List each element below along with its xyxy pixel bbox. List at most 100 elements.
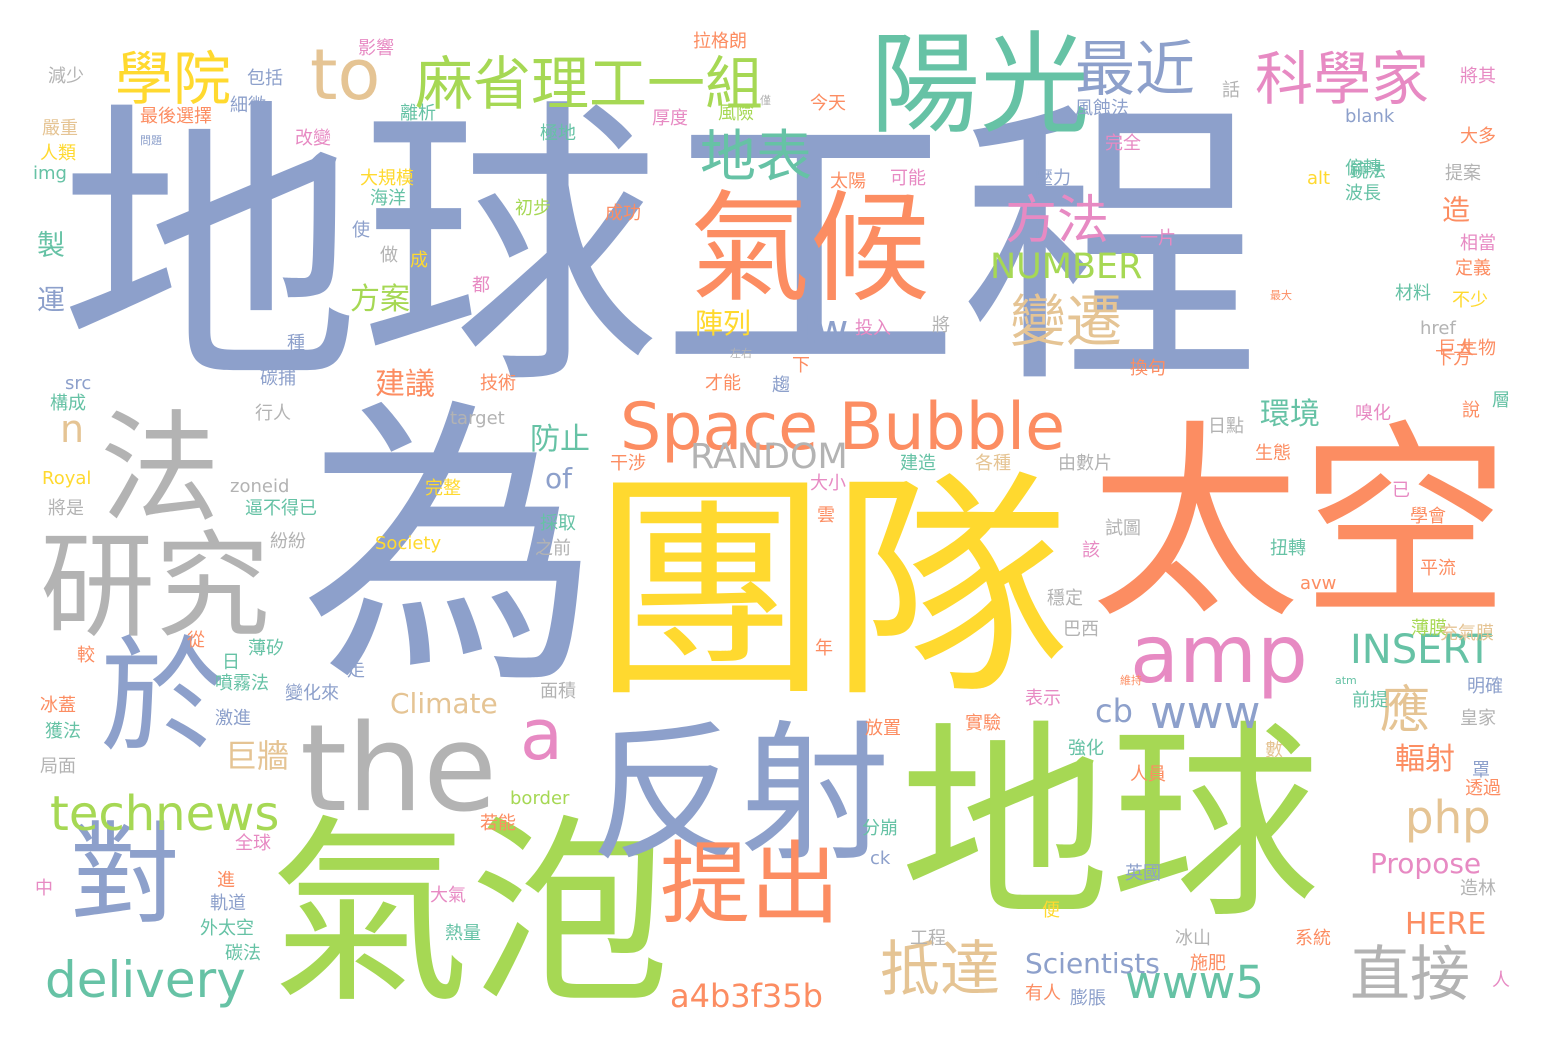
- word-61: 嚴重: [42, 118, 78, 139]
- word-134: 採取: [540, 513, 576, 534]
- word-3: 太空: [1090, 402, 1511, 647]
- word-57: 包括: [247, 68, 283, 89]
- word-154: 走: [344, 660, 365, 678]
- word-177: 全球: [235, 833, 271, 854]
- word-28: 抵達: [880, 935, 1000, 1005]
- word-152: 年: [815, 638, 833, 659]
- word-167: 獲法: [45, 721, 81, 742]
- word-10: 法: [100, 400, 220, 539]
- word-183: 軌道: [210, 893, 246, 914]
- word-102: 種: [284, 333, 305, 351]
- word-197: 僅: [760, 94, 771, 107]
- word-67: 最後選擇: [140, 106, 212, 127]
- word-119: 說: [1459, 400, 1480, 418]
- word-60: 將其: [1460, 66, 1496, 87]
- word-158: 明確: [1467, 676, 1503, 697]
- word-141: 紛紛: [270, 531, 306, 552]
- word-98: 不少: [1452, 290, 1488, 311]
- word-27: delivery: [45, 951, 246, 1009]
- word-118: 嗅化: [1355, 403, 1391, 424]
- word-15: Space Bubble: [620, 390, 1066, 465]
- word-139: 該: [1079, 540, 1100, 558]
- word-122: 建造: [900, 453, 936, 474]
- word-59: 拉格朗: [693, 31, 747, 52]
- word-195: 人: [1489, 970, 1510, 988]
- word-164: 放置: [865, 718, 901, 739]
- word-127: zoneid: [230, 476, 290, 497]
- word-32: www: [1150, 686, 1261, 739]
- word-2: 團隊: [590, 450, 1071, 730]
- word-109: 碳捕: [260, 368, 296, 389]
- word-133: 雲: [814, 505, 835, 523]
- word-125: 生態: [1255, 443, 1291, 464]
- word-51: HERE: [1405, 907, 1487, 942]
- word-104: 巨大: [1438, 338, 1474, 359]
- word-37: a4b3f35b: [670, 977, 823, 1015]
- word-36: NUMBER: [990, 247, 1143, 287]
- word-38: tw: [800, 307, 849, 353]
- word-168: 局面: [40, 756, 76, 777]
- word-159: 冰蓋: [40, 695, 76, 716]
- word-49: of: [545, 462, 572, 495]
- word-180: 中: [35, 878, 53, 899]
- word-170: 數: [1265, 740, 1283, 761]
- word-182: 造林: [1460, 878, 1496, 899]
- word-156: 變化來: [285, 683, 339, 704]
- word-130: 已: [1389, 480, 1410, 498]
- word-23: 方法: [1005, 191, 1110, 251]
- word-52: Scientists: [1025, 947, 1160, 980]
- word-65: 今天: [810, 93, 846, 114]
- word-4: 地球: [900, 702, 1321, 947]
- word-148: 薄矽: [248, 638, 284, 659]
- word-64: 風險: [718, 103, 754, 124]
- word-153: 噴霧法: [215, 673, 269, 694]
- word-131: 將是: [48, 498, 84, 519]
- word-8: 氣候: [690, 180, 930, 319]
- word-50: Propose: [1370, 847, 1482, 880]
- word-188: 工程: [910, 928, 946, 949]
- word-46: Climate: [390, 687, 498, 720]
- word-115: 行人: [255, 403, 291, 424]
- word-66: 人類: [40, 143, 76, 164]
- word-99: 投入: [855, 318, 891, 339]
- word-92: 相當: [1460, 233, 1496, 254]
- word-191: 碳法: [225, 943, 261, 964]
- word-137: Society: [375, 533, 442, 554]
- word-173: 透過: [1465, 778, 1501, 799]
- word-40: 環境: [1260, 397, 1320, 432]
- word-108: 下方: [1435, 348, 1471, 369]
- word-185: 便: [1039, 900, 1060, 918]
- word-174: border: [510, 788, 570, 809]
- word-71: 話: [1219, 80, 1240, 98]
- word-90: 使: [349, 220, 370, 238]
- word-171: 罩: [1469, 760, 1490, 778]
- word-155: atm: [1335, 674, 1357, 687]
- word-129: 完整: [425, 478, 461, 499]
- word-7: the: [300, 700, 497, 839]
- word-111: 趨: [769, 375, 790, 393]
- word-97: 材料: [1395, 283, 1431, 304]
- word-74: 問題: [140, 134, 162, 147]
- word-84: 提案: [1445, 163, 1481, 184]
- word-62: 細微: [230, 95, 266, 116]
- word-181: 進: [214, 870, 235, 888]
- word-41: 防止: [530, 422, 590, 457]
- word-16: 提出: [660, 832, 840, 937]
- word-166: 皇家: [1460, 708, 1496, 729]
- word-112: 技術: [480, 373, 516, 394]
- word-143: avw: [1300, 573, 1337, 594]
- word-175: 若能: [480, 813, 516, 834]
- word-165: 實驗: [965, 713, 1001, 734]
- word-176: 分崩: [862, 818, 898, 839]
- word-76: 完全: [1105, 133, 1141, 154]
- word-117: 日點: [1208, 416, 1244, 437]
- word-13: 對: [70, 811, 180, 939]
- word-63: 離析: [400, 103, 436, 124]
- word-196: 最大: [1270, 289, 1292, 302]
- word-193: 有人: [1025, 983, 1061, 1004]
- word-157: 維持: [1120, 674, 1142, 687]
- word-33: 應: [1380, 681, 1430, 739]
- word-81: 壓力: [1035, 168, 1071, 189]
- word-93: 做: [377, 245, 398, 263]
- word-145: 薄膜: [1411, 618, 1447, 639]
